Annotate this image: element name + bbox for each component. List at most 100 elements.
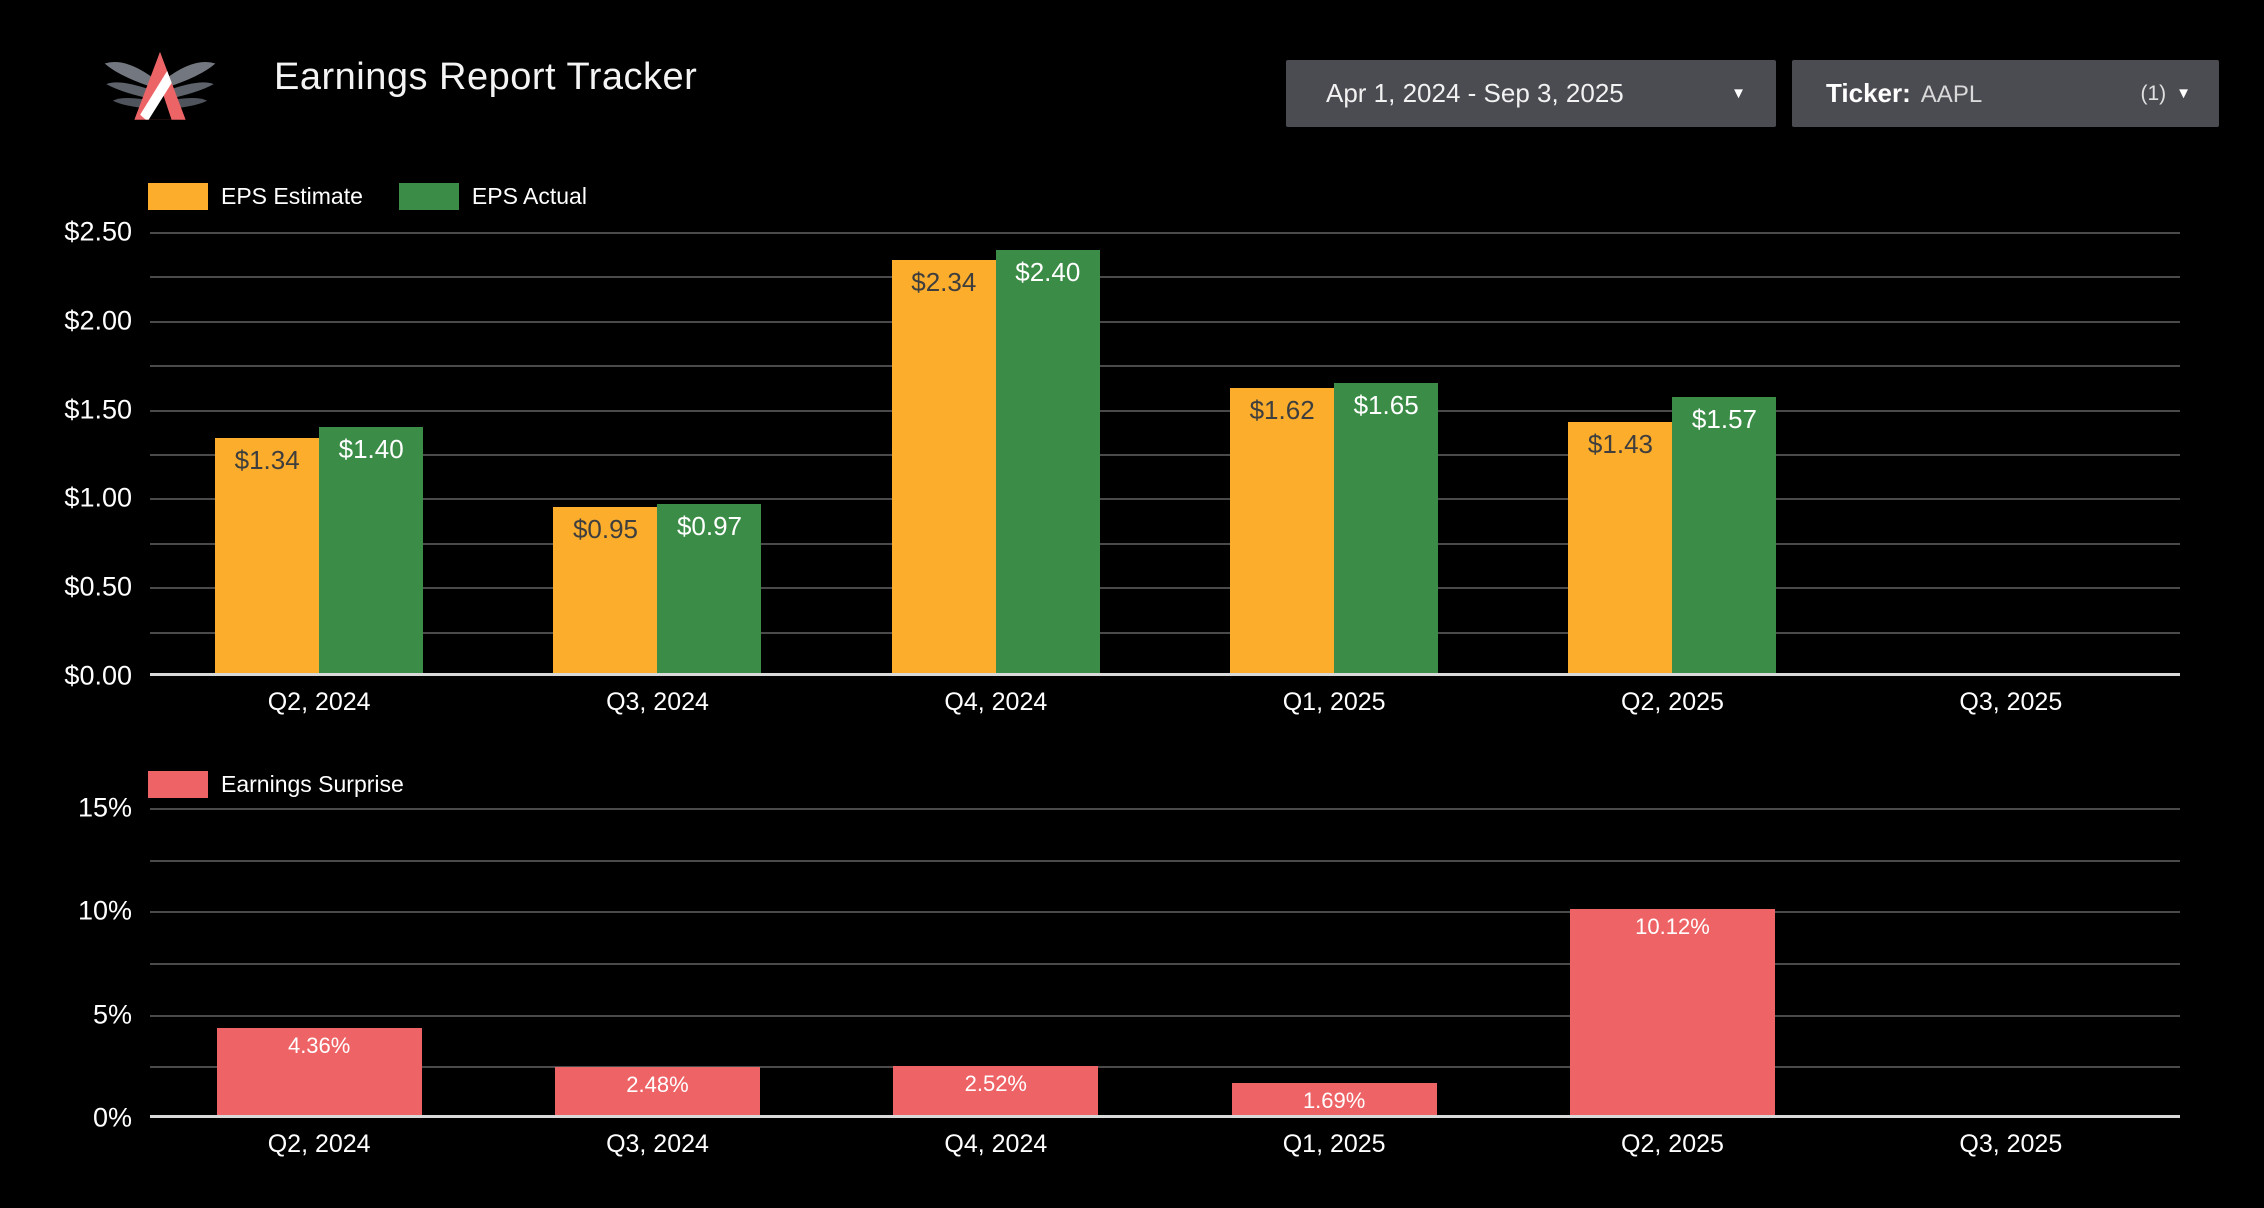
plot-area: $1.34 $1.40 $0.95 $0.97 $2.34 $2.40 $1.62 $1.65…	[150, 232, 2180, 676]
x-tick-label: Q2, 2024	[267, 688, 371, 716]
y-tick-label: $2.00	[64, 305, 132, 336]
gridline	[150, 365, 2180, 367]
ticker-label: Ticker:	[1826, 78, 1911, 108]
page-title: Earnings Report Tracker	[274, 56, 698, 98]
gridline	[150, 454, 2180, 456]
ticker-dropdown[interactable]: Ticker: AAPL (1) ▼	[1792, 60, 2219, 127]
bar[interactable]: $2.34	[891, 260, 996, 676]
category-slot: $1.43 $1.57	[1503, 232, 1841, 676]
gridline	[150, 963, 2180, 965]
x-tick-label: Q3, 2024	[606, 1130, 709, 1158]
x-tick-label: Q4, 2024	[944, 1130, 1048, 1158]
gridline	[150, 1066, 2180, 1068]
category-slot	[1842, 808, 2180, 1118]
y-tick-label: $1.00	[64, 482, 132, 513]
legend-label: Earnings Surprise	[221, 771, 404, 797]
bar-value-label: $0.95	[572, 514, 639, 544]
bar[interactable]: 4.36%	[216, 1028, 422, 1118]
eps-chart-plot: $0.00 $0.50 $1.00 $1.50 $2.00 $2.50 $1.34 $1.40…	[64, 217, 2180, 691]
y-tick-label: $0.50	[64, 571, 132, 602]
surprise-chart-x-axis: Q2, 2024 Q3, 2024 Q4, 2024 Q1, 2025 Q2, 2025…	[150, 1130, 2180, 1159]
legend-swatch	[398, 183, 459, 210]
gridline	[150, 1015, 2180, 1017]
surprise-chart-plot: 0% 5% 10% 15% 4.36% 2.48% 2.52% 1.69% 10.12%	[78, 793, 2180, 1133]
eps-chart-x-axis: Q2, 2024 Q3, 2024 Q4, 2024 Q1, 2025 Q2, 2025…	[150, 688, 2180, 717]
gridline	[150, 321, 2180, 323]
gridline	[150, 911, 2180, 913]
x-axis-line	[150, 1115, 2180, 1118]
category-slot: $1.62 $1.65	[1165, 232, 1503, 676]
bar[interactable]: 2.48%	[554, 1067, 760, 1118]
bar-value-label: $1.62	[1249, 395, 1315, 425]
x-tick-label: Q2, 2024	[267, 1130, 371, 1158]
gridline	[150, 632, 2180, 634]
legend-item[interactable]: EPS Actual	[398, 183, 587, 210]
category-slot: $2.34 $2.40	[827, 232, 1165, 676]
legend-swatch	[148, 771, 208, 798]
bar[interactable]: $0.95	[553, 507, 658, 676]
x-tick-label: Q1, 2025	[1282, 688, 1386, 716]
x-tick-label: Q2, 2025	[1621, 688, 1724, 716]
bar-value-label: 2.48%	[626, 1072, 689, 1097]
category-slot: 2.52%	[827, 808, 1165, 1118]
bar-value-label: $1.40	[338, 434, 404, 464]
y-tick-label: 10%	[77, 895, 132, 926]
bar[interactable]: 1.69%	[1231, 1083, 1437, 1118]
y-tick-label: 15%	[77, 792, 132, 823]
bar-value-label: $1.43	[1587, 429, 1653, 459]
gridline	[150, 498, 2180, 500]
bar[interactable]: $1.40	[319, 427, 424, 676]
legend-swatch	[148, 183, 208, 210]
y-tick-label: 0%	[92, 1102, 132, 1133]
x-tick-label: Q1, 2025	[1282, 1130, 1386, 1158]
y-tick-label: $1.50	[64, 394, 132, 425]
x-tick-label: Q2, 2025	[1621, 1130, 1724, 1158]
date-range-value: Apr 1, 2024 - Sep 3, 2025	[1326, 78, 1624, 108]
legend-label: EPS Estimate	[221, 183, 363, 209]
gridline	[150, 543, 2180, 545]
bar-value-label: $1.65	[1353, 390, 1419, 420]
x-tick-label: Q4, 2024	[944, 688, 1048, 716]
bar[interactable]: 2.52%	[893, 1066, 1099, 1118]
gridline	[150, 808, 2180, 810]
bar-value-label: 2.52%	[964, 1071, 1027, 1096]
y-tick-label: $2.50	[64, 216, 132, 247]
ticker-value: AAPL	[1920, 81, 1983, 108]
bar[interactable]: $1.43	[1568, 422, 1673, 676]
bar-value-label: $2.34	[911, 267, 977, 297]
bar-value-label: $1.34	[234, 445, 300, 475]
bar[interactable]: $1.65	[1334, 383, 1439, 676]
bar[interactable]: $1.62	[1230, 388, 1335, 676]
plot-area: 4.36% 2.48% 2.52% 1.69% 10.12%	[150, 808, 2180, 1118]
ticker-count-badge: (1)	[2140, 81, 2167, 105]
x-axis-line	[150, 673, 2180, 676]
eps-chart-legend: EPS Estimate EPS Actual	[148, 183, 587, 210]
bar[interactable]: $2.40	[995, 250, 1100, 676]
x-tick-label: Q3, 2025	[1959, 1130, 2063, 1158]
category-slot: 4.36%	[150, 808, 488, 1118]
legend-label: EPS Actual	[471, 183, 587, 209]
bar-value-label: $2.40	[1015, 257, 1081, 287]
bar[interactable]: $0.97	[657, 504, 762, 676]
bar-value-label: $0.97	[676, 511, 743, 541]
surprise-chart-legend: Earnings Surprise	[148, 771, 404, 798]
category-slot: $1.34 $1.40	[150, 232, 488, 676]
category-slot: 1.69%	[1165, 808, 1503, 1118]
bar[interactable]: $1.57	[1672, 397, 1777, 676]
chevron-down-icon: ▼	[2176, 85, 2191, 102]
bar-value-label: $1.57	[1691, 404, 1757, 434]
bar[interactable]: 10.12%	[1569, 909, 1775, 1118]
category-slot	[1842, 232, 2180, 676]
legend-item[interactable]: EPS Estimate	[148, 183, 363, 210]
category-slot: 10.12%	[1503, 808, 1841, 1118]
bar-value-label: 1.69%	[1302, 1088, 1366, 1113]
category-slot: $0.95 $0.97	[488, 232, 826, 676]
gridline	[150, 860, 2180, 862]
date-range-dropdown[interactable]: Apr 1, 2024 - Sep 3, 2025 ▼	[1286, 60, 1776, 127]
x-tick-label: Q3, 2024	[606, 688, 709, 716]
bar[interactable]: $1.34	[215, 438, 320, 676]
legend-item[interactable]: Earnings Surprise	[148, 771, 404, 798]
y-tick-label: $0.00	[64, 660, 132, 691]
gridline	[150, 410, 2180, 412]
